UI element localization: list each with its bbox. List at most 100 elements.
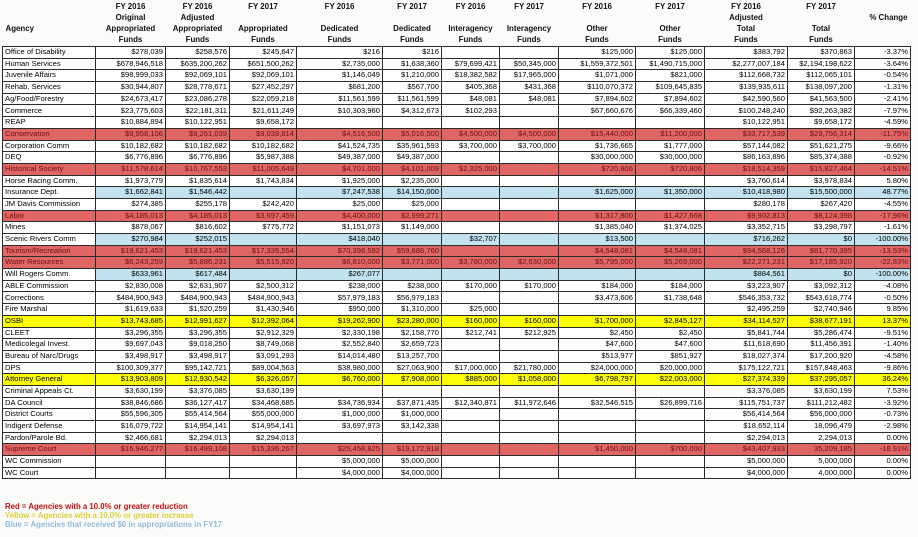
table-row-wc-commission: WC Commission $5,000,000 $5,000,000 $5,000,… [2,455,911,468]
agency-name: Attorney General [2,373,96,386]
column-header-fy16-original-appropriated: FY 2016 Original Appropriated Funds [105,2,156,44]
cell-fy17-other [635,455,705,468]
cell-fy16-dedicated: $34,736,934 [296,396,383,410]
cell-fy16-original-appropriated: $16,946,277 [95,443,166,457]
table-row-corporation-comm: Corporation Comm $10,182,682 $10,182,682 $1… [2,139,911,153]
cell-fy17-total: 4,000,000 [787,466,855,480]
cell-fy16-dedicated: $2,552,840 [296,338,383,351]
cell-fy16-adjusted-appropriated: $16,499,108 [165,443,230,457]
cell-fy17-interagency: $48,081 [499,92,559,106]
cell-fy16-other: $1,736,665 [558,139,636,153]
cell-percent-change: 13.37% [854,314,911,328]
cell-fy16-adjusted-appropriated: $10,182,682 [165,139,230,153]
cell-percent-change: -1.40% [854,338,911,351]
table-row-ag-food-forestry: Ag/Food/Forestry $24,673,417 $23,086,278 $2… [2,92,911,106]
cell-percent-change: -3.64% [854,57,911,71]
cell-fy16-interagency: $160,000 [441,314,500,328]
cell-fy17-total: $111,212,482 [787,396,855,410]
cell-fy16-other [558,431,636,445]
table-row-supreme-court: Supreme Court $16,946,277 $16,499,108 $15,3… [2,443,911,457]
cell-fy16-adjusted-appropriated: $23,086,278 [165,92,230,106]
cell-fy17-interagency: $212,925 [499,326,559,340]
table-row-scenic-rivers-comm: Scenic Rivers Comm $270,984 $252,015 $418,0… [2,233,911,246]
cell-fy16-interagency [441,209,500,223]
cell-percent-change: -0.54% [854,69,911,83]
cell-percent-change: -4.59% [854,116,911,129]
cell-fy17-other: $30,000,000 [635,151,705,164]
cell-fy16-other: $7,894,602 [558,92,636,106]
cell-percent-change: -13.53% [854,244,911,258]
cell-fy16-adjusted-appropriated: $5,886,231 [165,256,230,270]
cell-fy16-other: $13,500 [558,233,636,246]
table-row-commerce: Commerce $23,775,603 $22,181,311 $21,611,24… [2,104,911,118]
cell-fy16-original-appropriated: $878,067 [95,221,166,234]
cell-fy16-adjusted-total: $18,652,114 [704,420,788,433]
cell-fy16-adjusted-total: $10,122,951 [704,116,788,129]
cell-fy16-other [558,466,636,480]
cell-fy16-adjusted-total: $94,568,126 [704,244,788,258]
cell-fy17-dedicated: $1,210,000 [382,69,442,83]
legend-red-note: Red = Agencies with a 10.0% or greater r… [5,502,188,511]
cell-fy17-dedicated: $2,158,770 [382,326,442,340]
cell-fy17-other: $851,927 [635,349,705,363]
cell-fy16-dedicated: $238,000 [296,279,383,293]
cell-fy16-adjusted-appropriated: $9,018,250 [165,338,230,351]
cell-percent-change: -4.58% [854,349,911,363]
cell-fy16-original-appropriated [95,466,166,480]
cell-fy16-interagency [441,151,500,164]
cell-fy17-appropriated: $17,335,554 [229,244,297,258]
cell-fy17-total: $15,827,464 [787,162,855,176]
cell-fy16-original-appropriated: $13,903,809 [95,373,166,386]
cell-fy17-other: $700,000 [635,443,705,457]
cell-fy17-other: $20,000,000 [635,361,705,375]
cell-percent-change: 5.80% [854,174,911,188]
cell-fy17-other: $1,738,648 [635,291,705,305]
cell-fy17-appropriated [229,466,297,480]
agency-name: Insurance Dept. [2,186,96,199]
cell-fy16-other: $1,559,372,501 [558,57,636,71]
cell-fy17-total: $138,097,200 [787,81,855,94]
table-row-office-of-disability: Office of Disability $278,039 $258,576 $245… [2,46,911,59]
cell-fy16-original-appropriated: $100,309,377 [95,361,166,375]
cell-percent-change: 0.00% [854,466,911,480]
cell-percent-change: -9.86% [854,361,911,375]
cell-fy16-interagency: $48,081 [441,92,500,106]
cell-fy16-other: $1,625,000 [558,186,636,199]
agency-name: WC Court [2,466,96,480]
cell-fy17-dedicated: $27,063,900 [382,361,442,375]
cell-fy16-original-appropriated: $10,884,894 [95,116,166,129]
agency-name: Pardon/Parole Bd. [2,431,96,445]
cell-fy17-dedicated: $1,638,360 [382,57,442,71]
cell-fy16-dedicated: $4,516,500 [296,127,383,141]
cell-fy17-other: $5,269,000 [635,256,705,270]
cell-percent-change: 48.77% [854,186,911,199]
table-header: Agency FY 2016 Original Appropriated Funds F… [3,1,911,47]
cell-fy16-adjusted-total: $43,407,933 [704,443,788,457]
cell-fy16-original-appropriated: $10,182,682 [95,139,166,153]
cell-fy16-dedicated [296,431,383,445]
cell-fy16-dedicated: $19,262,900 [296,314,383,328]
cell-fy17-appropriated: $3,697,459 [229,209,297,223]
cell-fy16-interagency: $25,000 [441,303,500,316]
cell-fy16-interagency [441,116,500,129]
cell-fy16-dedicated: $5,000,000 [296,455,383,468]
cell-fy16-dedicated: $216 [296,46,383,59]
cell-fy17-total: $51,621,275 [787,139,855,153]
cell-fy16-original-appropriated: $3,296,355 [95,326,166,340]
agency-name: OSBI [2,314,96,328]
cell-fy17-appropriated: $242,420 [229,197,297,211]
cell-fy17-appropriated [229,455,297,468]
cell-fy16-adjusted-total: $383,792 [704,46,788,59]
cell-percent-change: -7.97% [854,104,911,118]
cell-fy17-appropriated: $8,749,068 [229,338,297,351]
cell-fy17-interagency [499,466,559,480]
cell-fy16-interagency [441,291,500,305]
cell-fy16-original-appropriated: $678,946,518 [95,57,166,71]
cell-fy17-dedicated: $2,235,000 [382,174,442,188]
budget-table: Agency FY 2016 Original Appropriated Funds F… [2,1,911,480]
cell-fy17-dedicated [382,384,442,398]
cell-percent-change: -9.51% [854,326,911,340]
cell-fy16-interagency [441,268,500,281]
cell-fy16-adjusted-total: $4,000,000 [704,466,788,480]
agency-name: JM Davis Commission [2,197,96,211]
